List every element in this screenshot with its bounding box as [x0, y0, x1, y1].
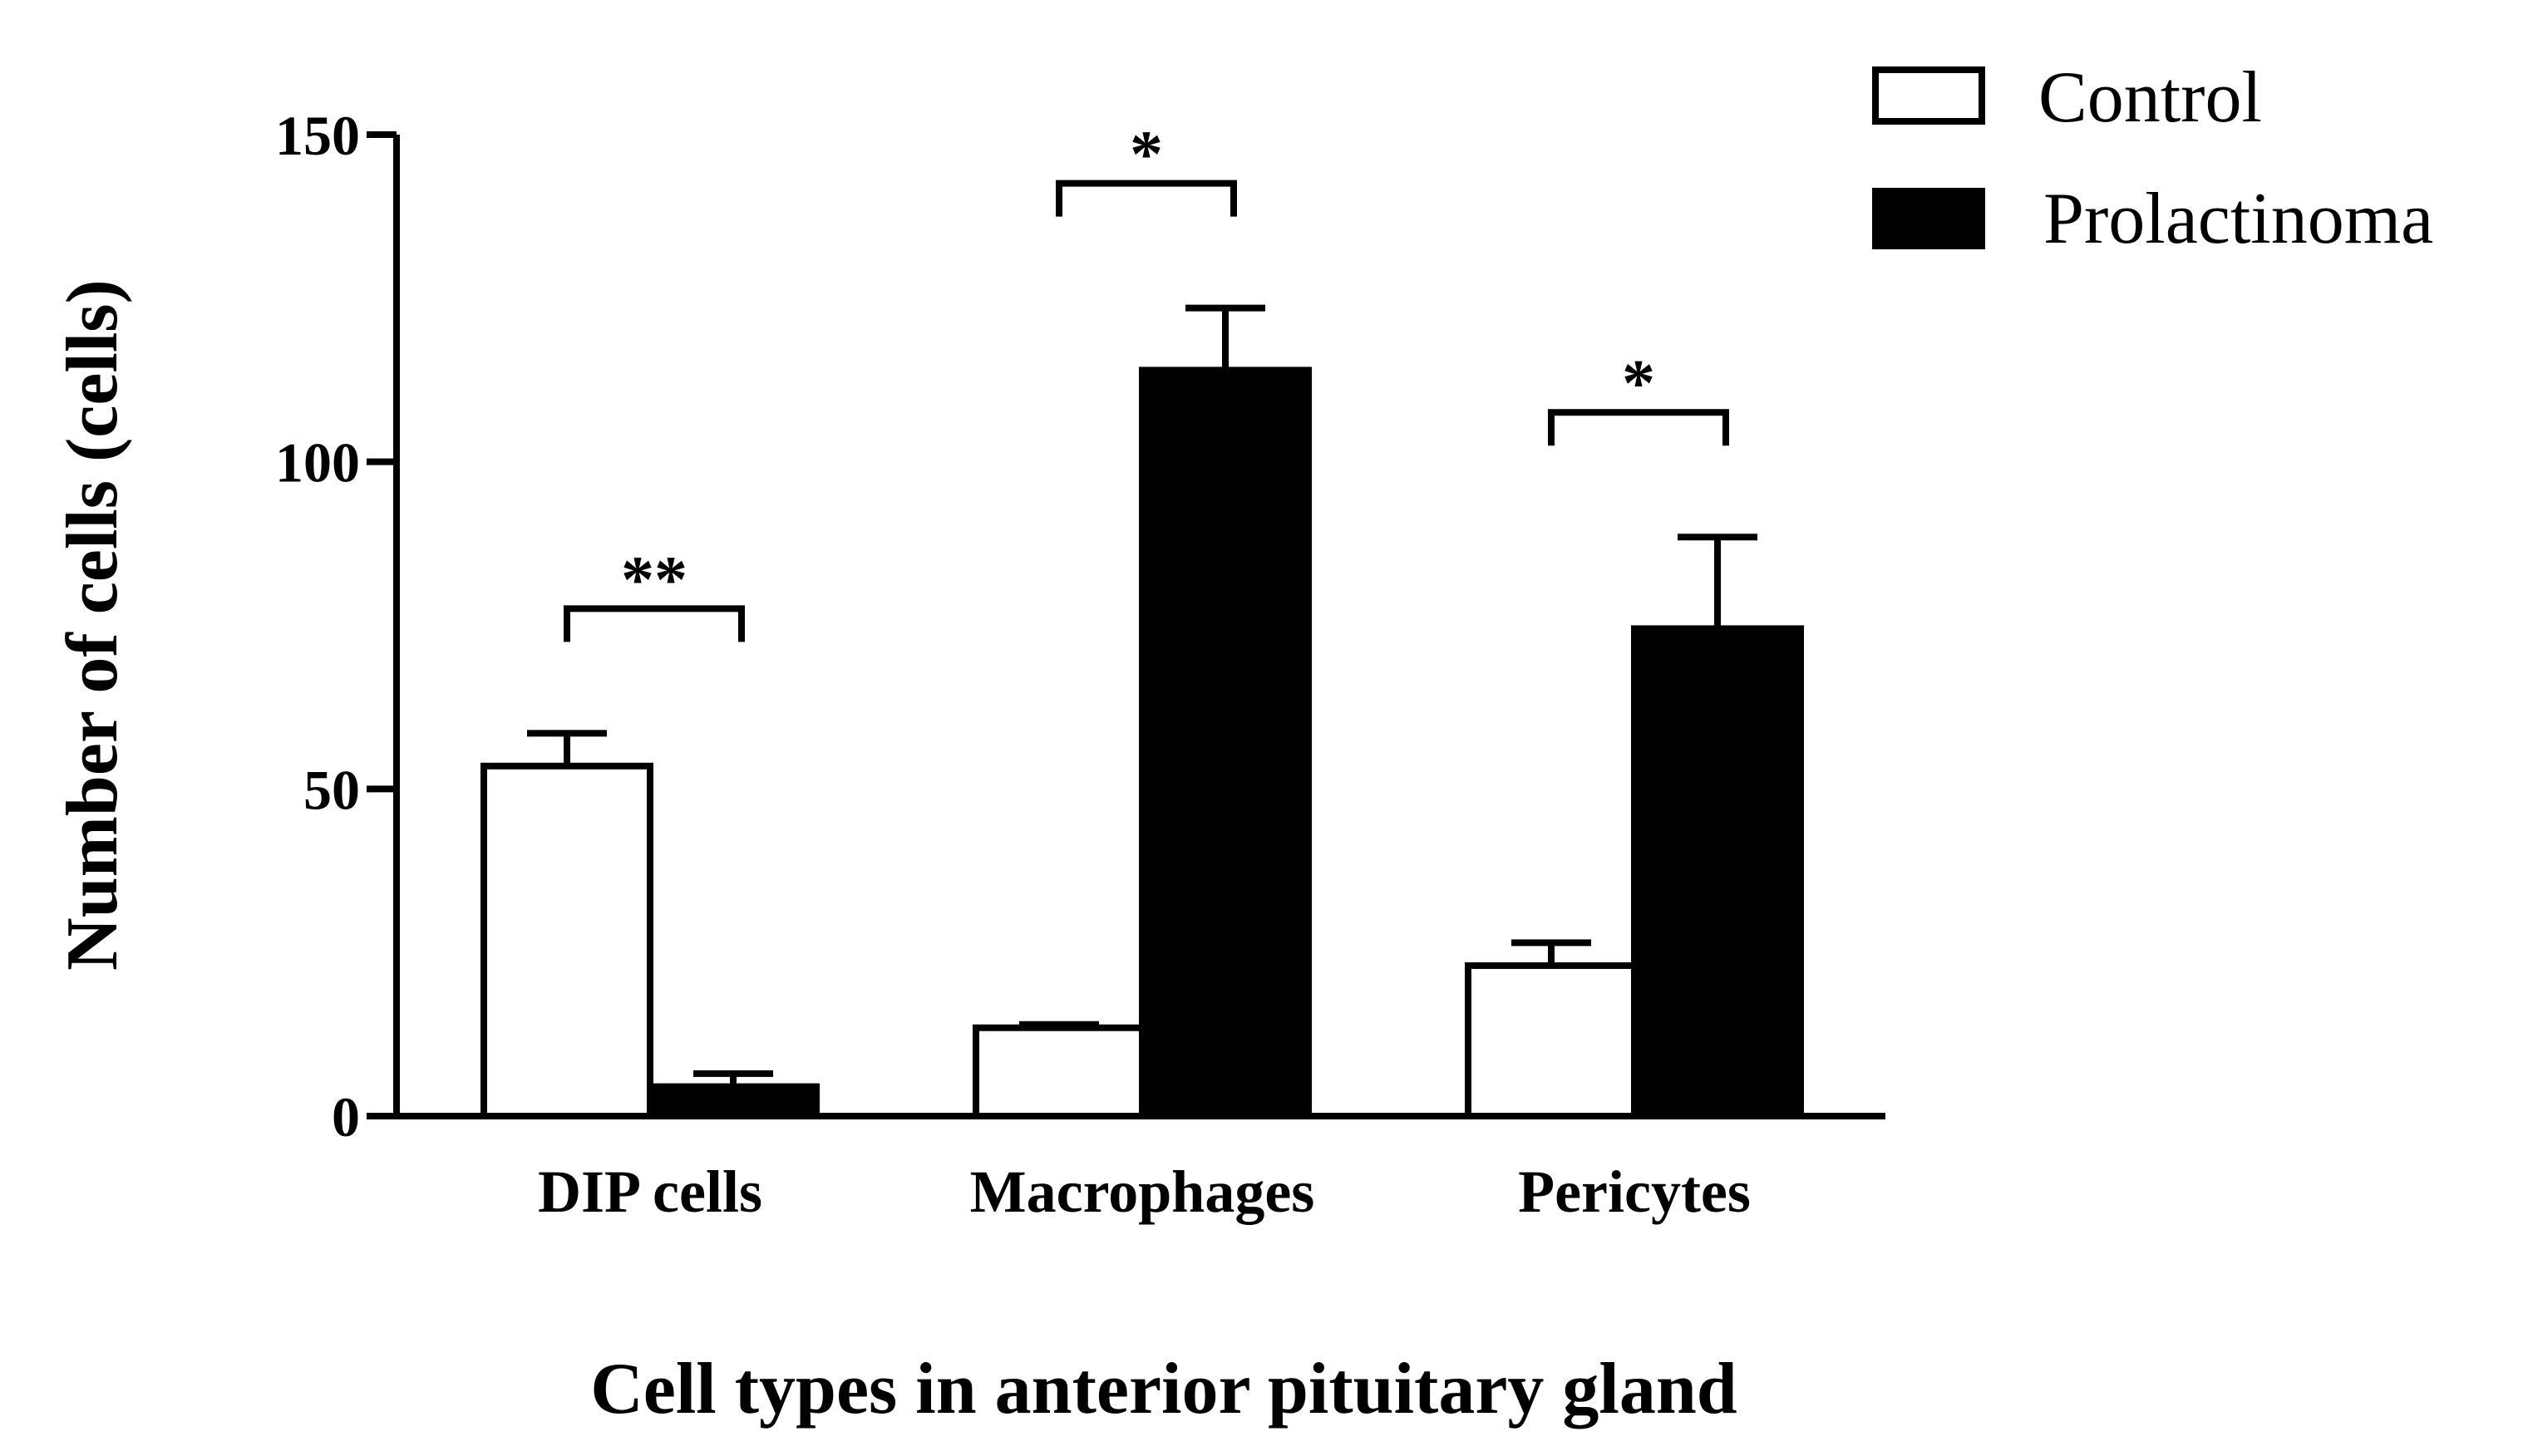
legend-label-prolactinoma: Prolactinoma — [2043, 179, 2433, 259]
legend: Control Prolactinoma — [1872, 57, 2433, 259]
y-tick-label-150: 150 — [275, 104, 360, 167]
significance-bracket-dip-cells — [564, 605, 745, 642]
significance-label-macrophages: * — [1130, 119, 1163, 192]
bar-dip-cells-prolactinoma — [647, 1083, 820, 1119]
significance-label-dip-cells: ** — [621, 544, 687, 617]
legend-swatch-control — [1872, 66, 1985, 125]
legend-label-control: Control — [2038, 57, 2262, 138]
axes-layer — [393, 135, 1885, 1119]
significance-bracket-macrophages — [1056, 180, 1237, 217]
x-category-label-pericytes: Pericytes — [1518, 1158, 1751, 1225]
significance-bracket-pericytes — [1548, 409, 1729, 446]
bar-macrophages-control — [973, 1024, 1146, 1119]
y-tick-label-100: 100 — [275, 431, 360, 494]
x-category-labels: DIP cells Macrophages Pericytes — [538, 1158, 1751, 1225]
significance-label-pericytes: * — [1622, 347, 1655, 421]
x-category-label-macrophages: Macrophages — [970, 1158, 1315, 1225]
y-ticks: 0 50 100 150 — [275, 104, 397, 1149]
bar-macrophages-prolactinoma — [1139, 366, 1312, 1119]
bar-dip-cells-control — [480, 762, 653, 1119]
legend-swatch-prolactinoma — [1872, 188, 1985, 249]
y-tick-label-50: 50 — [303, 758, 360, 821]
x-axis-title: Cell types in anterior pituitary gland — [590, 1349, 1737, 1429]
bar-pericytes-prolactinoma — [1631, 625, 1804, 1119]
y-tick-label-0: 0 — [332, 1085, 360, 1149]
x-category-label-dip-cells: DIP cells — [538, 1158, 762, 1225]
bars-layer: **** — [480, 119, 1804, 1119]
y-axis-title: Number of cells (cells) — [52, 279, 133, 971]
bar-pericytes-control — [1465, 962, 1638, 1119]
